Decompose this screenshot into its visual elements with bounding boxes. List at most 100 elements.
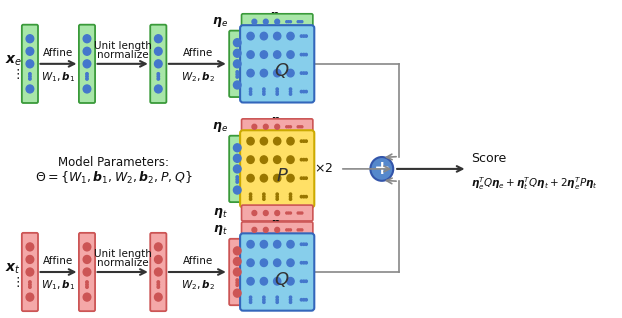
- Circle shape: [290, 229, 292, 231]
- Text: $W_2, \boldsymbol{b}_2$: $W_2, \boldsymbol{b}_2$: [181, 278, 215, 292]
- Circle shape: [233, 165, 241, 173]
- Circle shape: [287, 32, 294, 40]
- Circle shape: [154, 35, 162, 43]
- Circle shape: [236, 279, 238, 281]
- Circle shape: [301, 229, 303, 231]
- Circle shape: [301, 212, 303, 214]
- Circle shape: [233, 144, 241, 152]
- Circle shape: [252, 124, 257, 129]
- FancyBboxPatch shape: [240, 130, 314, 208]
- Circle shape: [274, 69, 281, 77]
- Text: Model Parameters:: Model Parameters:: [58, 156, 169, 169]
- Circle shape: [262, 196, 265, 198]
- Circle shape: [249, 93, 252, 95]
- Circle shape: [86, 78, 88, 80]
- Circle shape: [83, 85, 91, 93]
- FancyBboxPatch shape: [151, 25, 167, 103]
- Circle shape: [274, 259, 281, 266]
- Circle shape: [86, 75, 88, 78]
- Circle shape: [154, 47, 162, 55]
- Circle shape: [287, 229, 290, 231]
- Circle shape: [300, 53, 302, 56]
- Circle shape: [233, 258, 241, 266]
- Text: $\times 2$: $\times 2$: [314, 162, 333, 176]
- Circle shape: [276, 196, 278, 198]
- Circle shape: [303, 158, 305, 161]
- Text: Affine: Affine: [44, 48, 73, 58]
- Circle shape: [297, 229, 299, 231]
- Circle shape: [83, 293, 91, 301]
- Text: $\boldsymbol{\eta}_t$: $\boldsymbol{\eta}_t$: [213, 223, 228, 237]
- Circle shape: [252, 211, 257, 216]
- Circle shape: [249, 193, 252, 195]
- Text: $Q$: $Q$: [274, 270, 290, 289]
- Text: $\boldsymbol{\eta}_t$: $\boldsymbol{\eta}_t$: [270, 115, 284, 129]
- Circle shape: [274, 156, 281, 163]
- Circle shape: [247, 51, 254, 59]
- Circle shape: [301, 21, 303, 23]
- Circle shape: [262, 296, 265, 299]
- Circle shape: [249, 296, 252, 299]
- Circle shape: [260, 278, 267, 285]
- Text: $W_1, \boldsymbol{b}_1$: $W_1, \boldsymbol{b}_1$: [42, 278, 75, 292]
- Circle shape: [83, 47, 91, 55]
- Text: $\boldsymbol{x}_t$: $\boldsymbol{x}_t$: [5, 262, 21, 276]
- Circle shape: [371, 157, 393, 181]
- Circle shape: [29, 281, 31, 283]
- FancyBboxPatch shape: [229, 31, 245, 97]
- Circle shape: [289, 196, 292, 198]
- Circle shape: [305, 262, 307, 264]
- Circle shape: [83, 35, 91, 43]
- Circle shape: [299, 126, 301, 128]
- Text: Affine: Affine: [183, 256, 213, 266]
- Circle shape: [303, 262, 305, 264]
- Circle shape: [305, 280, 307, 282]
- Circle shape: [300, 262, 302, 264]
- Circle shape: [236, 176, 238, 178]
- Circle shape: [236, 73, 238, 76]
- Circle shape: [157, 283, 160, 286]
- FancyBboxPatch shape: [79, 25, 95, 103]
- Circle shape: [303, 140, 305, 142]
- Circle shape: [300, 177, 302, 179]
- Circle shape: [299, 21, 301, 23]
- Circle shape: [154, 268, 162, 276]
- FancyBboxPatch shape: [241, 119, 313, 135]
- Circle shape: [285, 21, 287, 23]
- Circle shape: [262, 193, 265, 195]
- Circle shape: [305, 53, 307, 56]
- Circle shape: [262, 301, 265, 303]
- Circle shape: [26, 85, 34, 93]
- Circle shape: [154, 85, 162, 93]
- Circle shape: [26, 268, 34, 276]
- Circle shape: [275, 211, 279, 216]
- Circle shape: [260, 259, 267, 266]
- Text: normalize: normalize: [97, 50, 149, 60]
- Circle shape: [236, 281, 238, 284]
- Circle shape: [233, 60, 241, 68]
- Circle shape: [303, 299, 305, 301]
- Circle shape: [233, 247, 241, 255]
- FancyBboxPatch shape: [241, 222, 313, 238]
- FancyBboxPatch shape: [22, 233, 38, 311]
- Circle shape: [300, 280, 302, 282]
- Circle shape: [276, 301, 278, 303]
- Circle shape: [154, 293, 162, 301]
- Circle shape: [260, 174, 267, 182]
- Circle shape: [300, 72, 302, 74]
- FancyBboxPatch shape: [229, 239, 245, 305]
- Circle shape: [247, 240, 254, 248]
- Circle shape: [83, 255, 91, 263]
- Circle shape: [236, 76, 238, 78]
- Circle shape: [287, 156, 294, 163]
- Circle shape: [289, 193, 292, 195]
- Circle shape: [29, 283, 31, 286]
- Circle shape: [300, 243, 302, 245]
- Circle shape: [300, 90, 302, 93]
- Circle shape: [300, 35, 302, 37]
- Text: $Q$: $Q$: [274, 61, 290, 80]
- Circle shape: [299, 229, 301, 231]
- Circle shape: [252, 227, 257, 232]
- Circle shape: [260, 156, 267, 163]
- Circle shape: [274, 137, 281, 145]
